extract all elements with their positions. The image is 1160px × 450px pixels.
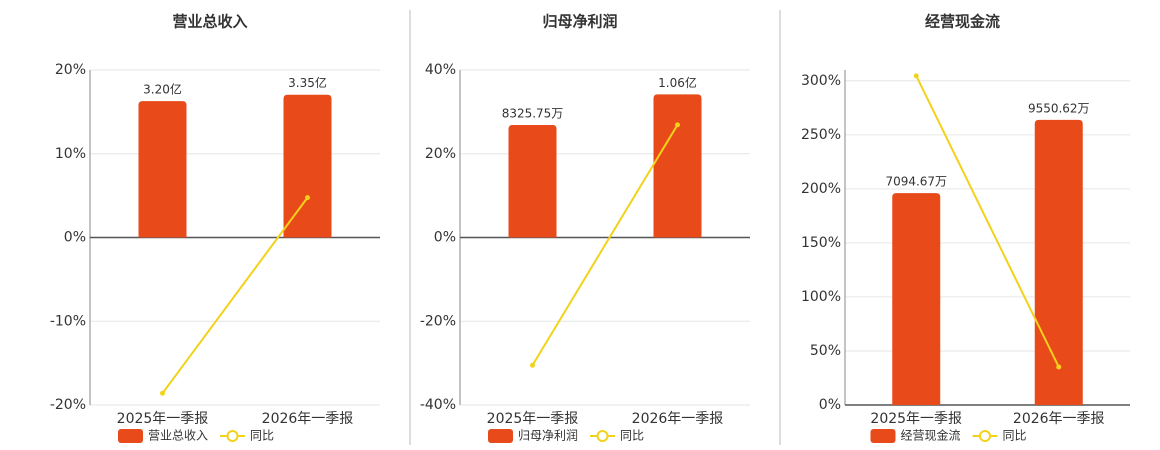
bar (508, 125, 557, 238)
bar (1034, 119, 1083, 405)
legend-label: 经营现金流 (901, 428, 961, 443)
x-tick-label: 2026年一季报 (1013, 411, 1105, 427)
data-label: 7094.67万 (885, 175, 947, 189)
bar (138, 101, 187, 238)
y-tick-label: 200% (801, 181, 841, 197)
line (915, 75, 1060, 368)
y-tick-label: 250% (801, 127, 841, 143)
legend-label: 归母净利润 (518, 429, 578, 443)
x-tick-label: 2025年一季报 (487, 411, 579, 427)
data-label: 3.35亿 (288, 75, 327, 90)
y-tick-label: -20% (420, 313, 456, 329)
line-point (1056, 364, 1062, 370)
legend-swatch (979, 430, 992, 442)
x-tick-label: 2026年一季报 (632, 411, 724, 427)
data-label: 9550.62万 (1028, 101, 1090, 115)
line-point (913, 73, 919, 79)
legend-swatch (488, 429, 513, 443)
y-tick-label: 0% (434, 230, 456, 246)
chart-title: 经营现金流 (925, 13, 1000, 31)
y-tick-label: 0% (64, 230, 86, 246)
y-tick-label: -10% (50, 313, 86, 329)
bar (892, 193, 941, 405)
y-tick-label: 50% (810, 343, 841, 359)
legend-label: 同比 (1003, 429, 1027, 443)
bar (653, 94, 702, 238)
y-tick-label: 0% (819, 397, 841, 413)
x-tick-label: 2026年一季报 (262, 411, 354, 427)
bar (283, 94, 332, 238)
y-tick-label: 300% (801, 73, 841, 89)
line-point (675, 122, 680, 128)
line (161, 197, 309, 394)
y-tick-label: 10% (55, 146, 86, 162)
y-tick-label: 20% (55, 62, 86, 78)
legend-swatch (596, 430, 609, 442)
data-label: 8325.75万 (502, 107, 564, 121)
legend-swatch (226, 430, 239, 442)
x-tick-label: 2025年一季报 (870, 411, 962, 427)
y-tick-label: 40% (425, 62, 456, 78)
y-tick-label: -40% (420, 397, 456, 413)
y-tick-label: 20% (425, 146, 456, 162)
line-point (160, 390, 165, 396)
legend-swatch (870, 429, 896, 443)
y-tick-label: 100% (801, 289, 841, 305)
legend-swatch (118, 429, 143, 443)
legend-label: 同比 (620, 429, 644, 443)
y-tick-label: -20% (50, 397, 86, 413)
chart-title: 营业总收入 (172, 13, 247, 31)
y-tick-label: 150% (801, 235, 841, 251)
legend-label: 同比 (250, 429, 274, 443)
line-point (530, 362, 535, 368)
line (531, 124, 679, 366)
legend-label: 营业总收入 (148, 429, 208, 443)
line-point (305, 195, 310, 201)
x-tick-label: 2025年一季报 (117, 411, 209, 427)
data-label: 3.20亿 (143, 82, 182, 97)
data-label: 1.06亿 (658, 75, 697, 90)
chart-title: 归母净利润 (542, 13, 617, 31)
